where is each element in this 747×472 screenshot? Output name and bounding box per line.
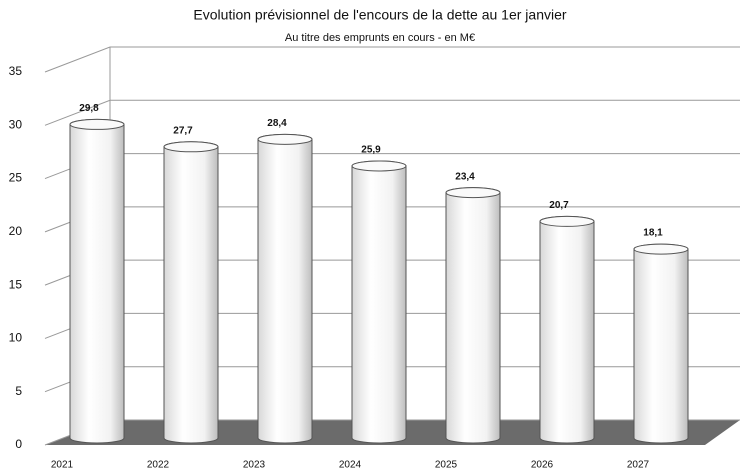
x-tick-label: 2022 xyxy=(147,460,170,471)
value-label: 29,8 xyxy=(79,103,99,114)
value-label: 28,4 xyxy=(267,118,287,129)
value-label: 20,7 xyxy=(549,200,569,211)
x-tick-label: 2025 xyxy=(435,460,458,471)
y-tick-label: 5 xyxy=(15,384,22,398)
value-label: 18,1 xyxy=(643,228,663,239)
bar-top xyxy=(445,187,501,199)
x-tick-label: 2023 xyxy=(243,460,266,471)
grid-line xyxy=(44,99,740,126)
bar-top xyxy=(633,243,689,255)
bar-top xyxy=(69,118,125,130)
bar xyxy=(539,215,595,444)
value-label: 27,7 xyxy=(173,125,193,136)
y-tick-label: 10 xyxy=(9,331,23,345)
bar xyxy=(257,133,313,444)
bar-top xyxy=(257,133,313,145)
bar xyxy=(633,243,689,444)
chart-subtitle: Au titre des emprunts en cours - en M€ xyxy=(285,32,475,44)
x-tick-label: 2026 xyxy=(531,460,554,471)
bar xyxy=(69,118,125,444)
x-tick-label: 2027 xyxy=(627,460,650,471)
y-tick-label: 30 xyxy=(9,117,23,131)
bar xyxy=(351,160,407,444)
y-tick-label: 20 xyxy=(9,224,23,238)
bar-top xyxy=(539,215,595,227)
y-tick-label: 25 xyxy=(9,171,23,185)
bar-top xyxy=(163,141,219,153)
x-tick-label: 2021 xyxy=(51,460,74,471)
y-tick-label: 15 xyxy=(9,277,23,291)
x-tick-label: 2024 xyxy=(339,460,362,471)
grid-line xyxy=(44,46,740,73)
chart-title: Evolution prévisionnel de l'encours de l… xyxy=(193,7,566,23)
y-tick-label: 0 xyxy=(15,437,22,451)
value-label: 25,9 xyxy=(361,145,381,156)
y-tick-label: 35 xyxy=(9,64,23,78)
bar-top xyxy=(351,160,407,172)
bar xyxy=(163,141,219,444)
value-label: 23,4 xyxy=(455,171,475,182)
bar xyxy=(445,187,501,444)
